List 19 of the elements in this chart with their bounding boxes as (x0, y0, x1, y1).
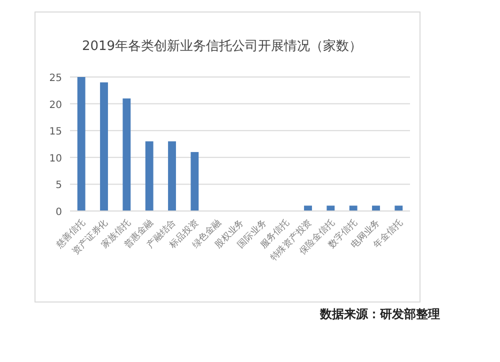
bar (145, 141, 154, 211)
y-tick-label: 25 (49, 73, 62, 84)
bar (372, 206, 380, 211)
bar (190, 152, 199, 211)
chart-title: 2019年各类创新业务信托公司开展情况（家数） (82, 38, 362, 54)
y-tick-label: 15 (49, 126, 62, 138)
bar (304, 206, 312, 211)
source-note: 数据来源：研发部整理 (319, 307, 440, 321)
bar (349, 206, 358, 211)
bar (100, 82, 108, 211)
y-tick-label: 10 (49, 153, 62, 164)
bar (122, 98, 131, 211)
bar (168, 141, 176, 211)
y-tick-label: 0 (56, 207, 62, 218)
bar (77, 77, 86, 211)
y-tick-label: 20 (49, 100, 62, 111)
y-tick-label: 5 (56, 180, 62, 192)
bar (326, 206, 335, 211)
bar (394, 206, 403, 211)
